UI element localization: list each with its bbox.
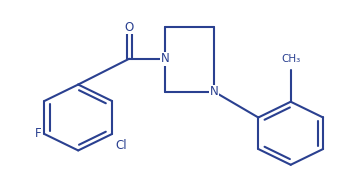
Text: Cl: Cl (115, 139, 127, 152)
Text: CH₃: CH₃ (281, 54, 300, 64)
Text: N: N (210, 85, 218, 98)
Text: F: F (35, 127, 42, 141)
Text: O: O (125, 21, 134, 34)
Text: N: N (161, 52, 169, 65)
